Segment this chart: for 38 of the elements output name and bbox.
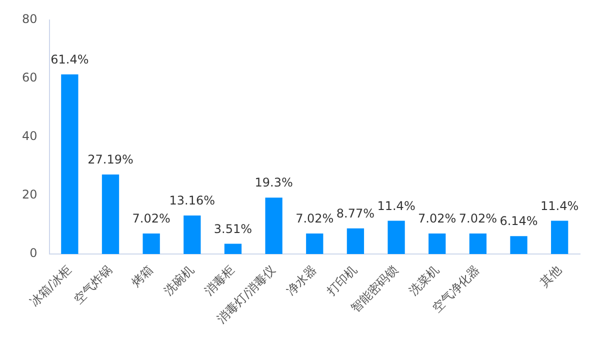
data-label: 7.02% <box>458 212 497 226</box>
bar <box>551 220 568 254</box>
x-tick-label: 洗碗机 <box>161 262 196 298</box>
x-tick-label: 其他 <box>537 262 564 290</box>
data-label: 13.16% <box>169 194 216 208</box>
bar <box>224 244 242 254</box>
bar <box>306 234 324 254</box>
bar <box>388 220 405 254</box>
y-tick-label: 20 <box>22 188 38 202</box>
x-tick-label: 烤箱 <box>128 262 156 290</box>
bar <box>510 236 528 254</box>
data-label: 61.4% <box>50 52 89 67</box>
data-label: 11.4% <box>540 198 579 213</box>
bar <box>346 228 364 254</box>
bar <box>469 234 487 254</box>
data-label: 19.3% <box>254 176 293 190</box>
y-tick-label: 80 <box>22 12 38 26</box>
y-tick-label: 0 <box>30 246 38 260</box>
data-label: 11.4% <box>377 198 416 213</box>
bar <box>142 234 160 254</box>
data-label: 8.77% <box>336 206 375 221</box>
x-tick-label: 净水器 <box>284 262 319 298</box>
bar <box>265 198 282 254</box>
bar <box>61 74 78 254</box>
x-tick-label: 消毒柜 <box>202 262 238 298</box>
x-tick-label: 打印机 <box>324 262 360 299</box>
y-tick-label: 60 <box>22 70 38 85</box>
data-label: 7.02% <box>418 212 456 226</box>
y-tick-label: 40 <box>22 129 38 144</box>
data-label: 27.19% <box>88 152 134 167</box>
data-label: 7.02% <box>296 212 334 226</box>
x-tick-label: 洗菜机 <box>406 262 442 298</box>
bar <box>184 216 201 254</box>
bar <box>102 174 120 254</box>
bar <box>428 234 446 254</box>
data-label: 7.02% <box>132 212 170 226</box>
data-label: 6.14% <box>500 214 538 228</box>
data-label: 3.51% <box>214 222 252 236</box>
